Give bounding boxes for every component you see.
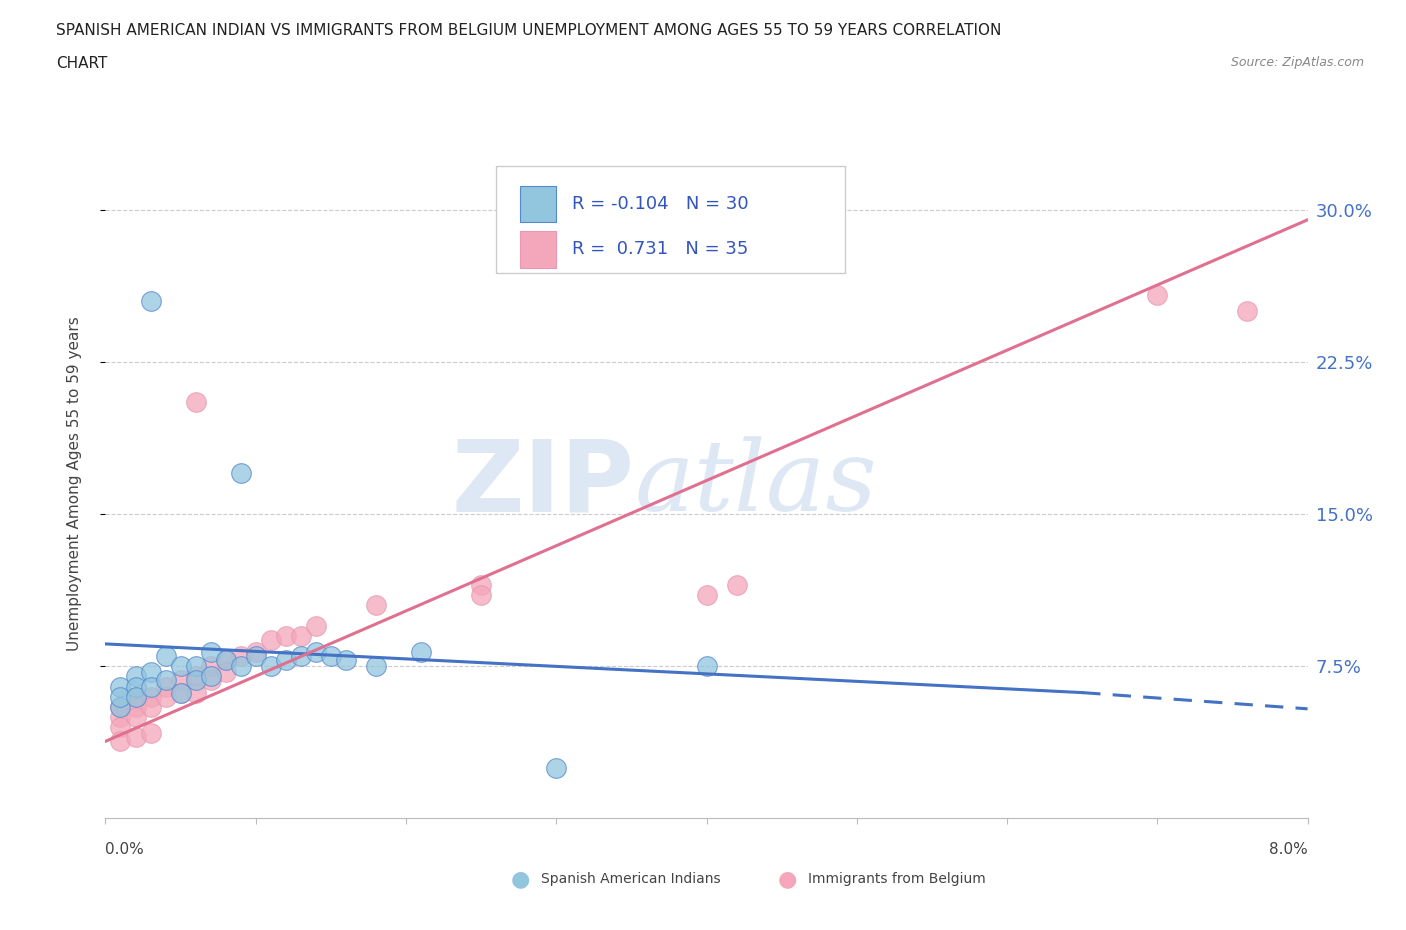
Point bbox=[169, 673, 191, 688]
Point bbox=[1236, 304, 1258, 319]
Point bbox=[245, 644, 267, 659]
Point bbox=[184, 669, 207, 684]
Text: 8.0%: 8.0% bbox=[1268, 842, 1308, 857]
Point bbox=[124, 689, 146, 704]
Point bbox=[260, 658, 283, 673]
Point bbox=[139, 294, 162, 309]
Point bbox=[169, 658, 191, 673]
Point bbox=[155, 648, 177, 663]
Point bbox=[169, 685, 191, 700]
Text: ●: ● bbox=[778, 869, 797, 889]
Point bbox=[274, 653, 297, 668]
Text: 0.0%: 0.0% bbox=[105, 842, 145, 857]
Point bbox=[305, 618, 328, 633]
Point bbox=[110, 710, 132, 724]
Point bbox=[184, 673, 207, 688]
Point bbox=[274, 629, 297, 644]
Text: R = -0.104   N = 30: R = -0.104 N = 30 bbox=[572, 195, 748, 213]
Point bbox=[245, 648, 267, 663]
Point bbox=[184, 685, 207, 700]
Point bbox=[364, 598, 387, 613]
Point bbox=[124, 679, 146, 694]
Point bbox=[139, 679, 162, 694]
Point bbox=[214, 665, 236, 680]
Point bbox=[214, 653, 236, 668]
Point bbox=[124, 730, 146, 745]
Point bbox=[260, 632, 283, 647]
Text: R =  0.731   N = 35: R = 0.731 N = 35 bbox=[572, 240, 748, 259]
Point bbox=[290, 648, 312, 663]
Point bbox=[155, 689, 177, 704]
Point bbox=[200, 658, 222, 673]
Text: Source: ZipAtlas.com: Source: ZipAtlas.com bbox=[1230, 56, 1364, 69]
Point bbox=[409, 644, 432, 659]
FancyBboxPatch shape bbox=[520, 186, 557, 222]
Point bbox=[184, 658, 207, 673]
Point bbox=[1146, 287, 1168, 302]
Text: atlas: atlas bbox=[634, 436, 877, 531]
Text: SPANISH AMERICAN INDIAN VS IMMIGRANTS FROM BELGIUM UNEMPLOYMENT AMONG AGES 55 TO: SPANISH AMERICAN INDIAN VS IMMIGRANTS FR… bbox=[56, 23, 1001, 38]
Point bbox=[110, 699, 132, 714]
Point bbox=[124, 689, 146, 704]
FancyBboxPatch shape bbox=[496, 166, 845, 272]
Point bbox=[110, 734, 132, 749]
Point bbox=[364, 658, 387, 673]
Point bbox=[725, 578, 748, 592]
Text: Immigrants from Belgium: Immigrants from Belgium bbox=[808, 871, 986, 886]
Point bbox=[200, 644, 222, 659]
Point bbox=[229, 466, 252, 481]
Text: ZIP: ZIP bbox=[451, 435, 634, 532]
Point bbox=[124, 699, 146, 714]
Point bbox=[214, 653, 236, 668]
Point bbox=[124, 710, 146, 724]
Text: CHART: CHART bbox=[56, 56, 108, 71]
Point bbox=[470, 578, 492, 592]
Point bbox=[155, 673, 177, 688]
Point bbox=[110, 720, 132, 735]
Point bbox=[110, 699, 132, 714]
Point bbox=[155, 679, 177, 694]
Point bbox=[305, 644, 328, 659]
Point bbox=[546, 760, 568, 775]
Point bbox=[335, 653, 357, 668]
Point bbox=[696, 658, 718, 673]
Point bbox=[139, 725, 162, 740]
Point bbox=[139, 665, 162, 680]
Point bbox=[290, 629, 312, 644]
FancyBboxPatch shape bbox=[520, 231, 557, 268]
Point bbox=[124, 669, 146, 684]
Y-axis label: Unemployment Among Ages 55 to 59 years: Unemployment Among Ages 55 to 59 years bbox=[67, 316, 82, 651]
Point bbox=[110, 679, 132, 694]
Point bbox=[470, 588, 492, 603]
Point bbox=[229, 658, 252, 673]
Text: ●: ● bbox=[510, 869, 530, 889]
Point bbox=[200, 669, 222, 684]
Point bbox=[319, 648, 342, 663]
Point bbox=[110, 689, 132, 704]
Point bbox=[184, 395, 207, 410]
Point bbox=[229, 648, 252, 663]
Point bbox=[200, 673, 222, 688]
Point bbox=[139, 699, 162, 714]
Point bbox=[169, 685, 191, 700]
Point bbox=[139, 689, 162, 704]
Point bbox=[696, 588, 718, 603]
Text: Spanish American Indians: Spanish American Indians bbox=[541, 871, 721, 886]
